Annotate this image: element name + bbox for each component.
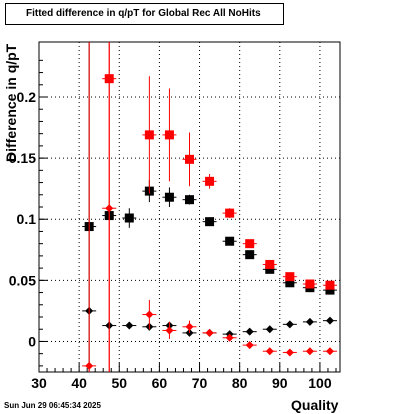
diamond-marker (305, 347, 314, 356)
timestamp: Sun Jun 29 06:45:34 2025 (4, 401, 101, 410)
data-point (142, 76, 157, 194)
square-marker (164, 130, 174, 140)
data-point (182, 132, 197, 187)
data-point (122, 208, 137, 228)
square-marker (285, 278, 295, 288)
x-tick-label: 70 (192, 375, 208, 391)
data-point (162, 88, 177, 182)
diamond-marker (125, 321, 134, 330)
x-tick-label: 30 (31, 375, 47, 391)
square-marker (245, 250, 255, 260)
data-point (122, 321, 137, 330)
diamond-marker (145, 310, 154, 319)
data-point (242, 239, 257, 249)
square-marker (265, 264, 275, 274)
x-tick-label: 60 (152, 375, 168, 391)
square-marker (285, 272, 295, 282)
diamond-marker (185, 322, 194, 331)
data-point (322, 280, 337, 290)
data-point (242, 250, 257, 260)
data-point (302, 279, 317, 289)
data-point (202, 174, 217, 189)
square-marker (225, 208, 235, 218)
data-point (262, 325, 277, 334)
data-point (202, 328, 217, 337)
x-axis-label: Quality (291, 397, 339, 413)
square-marker (225, 236, 235, 246)
y-axis-label: Difference in q/pT (3, 43, 19, 162)
x-tick-label: 90 (272, 375, 288, 391)
data-point (82, 42, 97, 372)
data-point (242, 341, 257, 350)
diamond-marker (285, 348, 294, 357)
square-marker (185, 154, 194, 164)
diamond-marker (325, 316, 334, 325)
diamond-marker (305, 317, 314, 326)
data-point (242, 327, 257, 336)
x-tick-label: 80 (232, 375, 248, 391)
square-marker (185, 195, 194, 205)
x-tick-label: 100 (308, 375, 332, 391)
square-marker (164, 192, 174, 202)
y-tick-label: 0.15 (9, 150, 36, 166)
data-point (162, 187, 177, 207)
x-tick-label: 40 (71, 375, 87, 391)
data-point (102, 42, 117, 372)
data-point (162, 321, 177, 339)
data-point (302, 347, 317, 356)
data-point (322, 316, 337, 325)
square-marker (124, 213, 134, 223)
diamond-marker (245, 327, 254, 336)
square-marker (325, 280, 335, 290)
data-point (222, 333, 237, 342)
data-point (182, 194, 197, 205)
square-marker (245, 239, 255, 249)
diamond-marker (325, 347, 334, 356)
axes: 30 40 50 60 70 80 90 100 0 0.05 0.1 0.15 0.2 (9, 59, 337, 391)
square-marker (325, 285, 335, 295)
square-marker (205, 217, 215, 227)
data-point (202, 217, 217, 227)
data-point (182, 320, 197, 333)
diamond-marker (225, 333, 234, 342)
data-point (282, 272, 297, 282)
y-tick-label: 0.05 (9, 272, 36, 288)
data-point (222, 208, 237, 218)
y-tick-label: 0.2 (17, 89, 37, 105)
square-marker (305, 279, 315, 289)
data-point (322, 347, 337, 356)
data-point (282, 320, 297, 329)
square-marker (205, 176, 215, 186)
square-marker (144, 130, 154, 140)
data-marks (82, 42, 337, 372)
y-tick-label: 0.1 (17, 211, 37, 227)
diamond-marker (205, 328, 214, 337)
x-tick-label: 50 (111, 375, 127, 391)
data-point (222, 236, 237, 246)
data-point (282, 348, 297, 357)
diamond-marker (165, 326, 174, 335)
diamond-marker (265, 347, 274, 356)
data-point (262, 259, 277, 269)
diamond-marker (85, 361, 94, 370)
diamond-marker (245, 341, 254, 350)
square-marker (265, 259, 275, 269)
data-point (142, 299, 157, 330)
diamond-marker (105, 204, 114, 213)
chart-title: Fitted difference in q/pT for Global Rec… (5, 3, 284, 25)
diamond-marker (265, 325, 274, 334)
data-point (302, 317, 317, 326)
diamond-marker (285, 320, 294, 329)
y-tick-label: 0 (28, 333, 36, 349)
data-point (262, 347, 277, 356)
